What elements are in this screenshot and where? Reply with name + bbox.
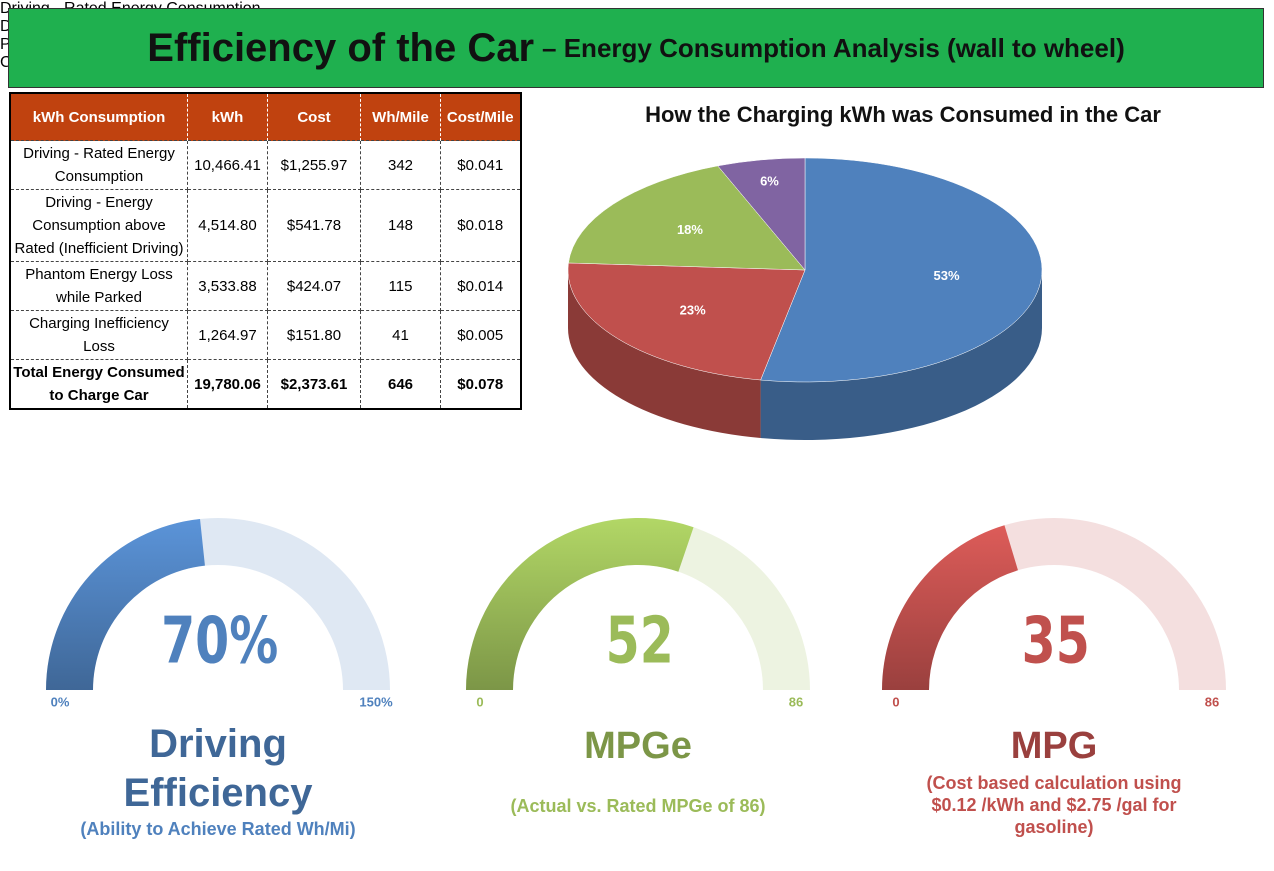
table-row: Total Energy Consumed to Charge Car 19,78…	[9, 359, 521, 410]
table-cell: Total Energy Consumed to Charge Car	[9, 359, 188, 410]
table-cell: $0.041	[440, 140, 521, 190]
pie-title: How the Charging kWh was Consumed in the…	[645, 102, 1161, 127]
pie-label: 6%	[760, 173, 779, 188]
table-cell: 1,264.97	[187, 310, 268, 360]
gauge-title: MPGe	[584, 725, 692, 767]
column-header: kWh Consumption	[10, 93, 188, 141]
table-cell: Driving - Energy Consumption above Rated…	[9, 189, 188, 262]
pie-slice-side	[760, 270, 1042, 441]
table-cell: 10,466.41	[187, 140, 268, 190]
gauge-subtitle: (Actual vs. Rated MPGe of 86)	[510, 796, 766, 816]
gauge-tick-label: 0	[476, 694, 483, 709]
gauge-fill	[46, 518, 205, 690]
table-cell: 4,514.80	[187, 189, 268, 262]
pie-label: 53%	[934, 268, 960, 283]
gauge-fill	[466, 518, 694, 690]
table-cell: $0.005	[440, 310, 521, 360]
table-header: kWh Consumption kWh Cost Wh/Mile Cost/Mile	[10, 93, 521, 141]
table-cell: 646	[360, 359, 441, 410]
column-header: Wh/Mile	[360, 93, 441, 141]
table-cell: 19,780.06	[187, 359, 268, 410]
table-cell: $0.078	[440, 359, 521, 410]
table-cell: 342	[360, 140, 441, 190]
gauge-title: MPG	[1010, 725, 1098, 767]
pie-slice	[567, 262, 806, 381]
header: Efficiency of the Car – Energy Consumpti…	[8, 8, 1264, 88]
table-cell: 41	[360, 310, 441, 360]
gauge-title: Driving Efficiency	[123, 722, 313, 815]
table-row: Driving - Energy Consumption above Rated…	[9, 189, 521, 262]
table-cell: 148	[360, 189, 441, 262]
pie-label: 18%	[677, 222, 703, 237]
gauge-value: 52	[606, 604, 674, 678]
table-row: Charging Inefficiency Loss 1,264.97 $151.8…	[9, 310, 521, 360]
table-row: Phantom Energy Loss while Parked 3,533.88…	[9, 261, 521, 311]
header-subtitle: – Energy Consumption Analysis (wall to w…	[542, 32, 1125, 63]
pie-slice	[568, 165, 806, 271]
table-cell: $2,373.61	[267, 359, 361, 410]
pie-slice	[760, 157, 1043, 383]
gauge-value: 35	[1022, 604, 1090, 678]
column-header: Cost/Mile	[440, 93, 521, 141]
table-cell: Driving - Rated Energy Consumption	[9, 140, 188, 190]
header-title: Efficiency of the Car	[147, 25, 535, 70]
gauge-tick-label: 150%	[359, 694, 393, 709]
column-header: Cost	[267, 93, 361, 141]
table-cell: 115	[360, 261, 441, 311]
table-row: Driving - Rated Energy Consumption 10,466…	[9, 140, 521, 190]
table-cell: $424.07	[267, 261, 361, 311]
pie-slice	[717, 157, 806, 271]
table-cell: $541.78	[267, 189, 361, 262]
consumption-table: kWh Consumption kWh Cost Wh/Mile Cost/Mile D…	[9, 92, 522, 410]
pie-slice-side	[568, 270, 761, 439]
table-cell: $0.014	[440, 261, 521, 311]
pie-label: 23%	[680, 303, 706, 318]
gauge-fill	[882, 525, 1018, 690]
gauge-subtitle: (Ability to Achieve Rated Wh/Mi)	[80, 819, 356, 839]
table-cell: $151.80	[267, 310, 361, 360]
gauge-value: 70%	[161, 604, 278, 678]
table-cell: Phantom Energy Loss while Parked	[9, 261, 188, 311]
table-cell: Charging Inefficiency Loss	[9, 310, 188, 360]
column-header: kWh	[187, 93, 268, 141]
table-cell: 3,533.88	[187, 261, 268, 311]
table-cell: $0.018	[440, 189, 521, 262]
table-cell: $1,255.97	[267, 140, 361, 190]
gauge-tick-label: 0	[892, 694, 899, 709]
gauge-tick-label: 86	[1205, 694, 1219, 709]
gauge-tick-label: 0%	[51, 694, 70, 709]
gauge-subtitle: (Cost based calculation using $0.12 /kWh…	[926, 773, 1182, 837]
gauge-tick-label: 86	[789, 694, 803, 709]
